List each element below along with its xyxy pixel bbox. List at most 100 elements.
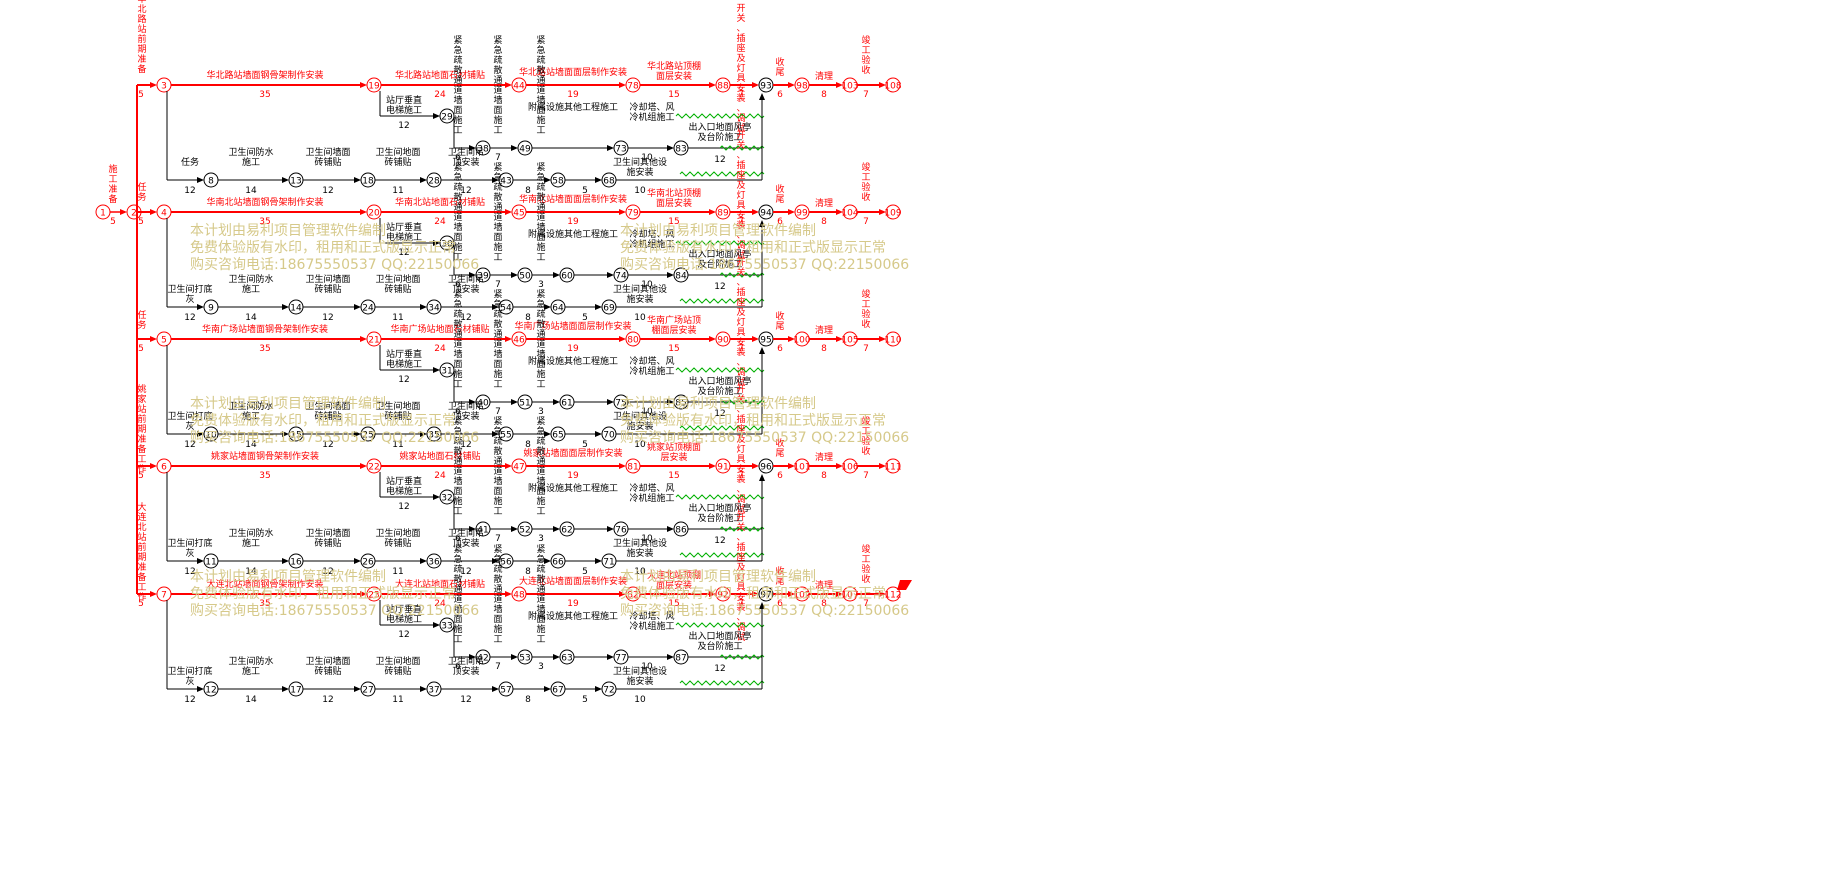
event-node-number: 99 bbox=[796, 209, 808, 219]
critical-activity-label: 、 bbox=[736, 405, 745, 415]
activity-label: 施工 bbox=[242, 537, 260, 549]
event-node-number: 34 bbox=[428, 304, 440, 314]
event-node-number: 71 bbox=[603, 558, 614, 568]
arrow-head bbox=[619, 82, 626, 88]
activity-label: 冷机组施工 bbox=[629, 111, 674, 123]
activity-label: 通 bbox=[453, 329, 462, 340]
critical-activity-label: 灯 bbox=[736, 63, 745, 74]
activity-duration: 6 bbox=[455, 407, 461, 417]
arrow-head bbox=[759, 474, 765, 481]
arrow-head bbox=[709, 82, 716, 88]
event-node-number: 22 bbox=[368, 463, 379, 473]
event-node-number: 63 bbox=[561, 654, 572, 664]
float-time-wave bbox=[679, 680, 765, 686]
activity-label: 散 bbox=[536, 573, 545, 585]
activity-label: 电梯施工 bbox=[386, 613, 422, 625]
activity-label: 站厅垂直 bbox=[386, 94, 422, 106]
activity-label: 散 bbox=[453, 64, 462, 76]
activity-duration: 8 bbox=[525, 567, 531, 577]
activity-duration: 6 bbox=[777, 90, 783, 100]
activity-label: 面 bbox=[453, 614, 462, 625]
activity-label: 疏 bbox=[493, 308, 502, 320]
critical-activity-label: 装 bbox=[736, 346, 745, 358]
event-node-number: 76 bbox=[615, 526, 627, 536]
critical-activity-label: 清理 bbox=[815, 451, 833, 463]
activity-duration: 7 bbox=[495, 662, 501, 672]
critical-activity-label: 安 bbox=[736, 336, 745, 348]
start-activity-label: 施 bbox=[108, 163, 117, 175]
arrow-head bbox=[511, 272, 518, 278]
arrow-head bbox=[469, 526, 476, 532]
arrow-head bbox=[150, 82, 157, 88]
arrow-head bbox=[469, 145, 476, 151]
arrow-head bbox=[788, 336, 795, 342]
activity-label: 卫生间其他设 bbox=[613, 410, 667, 422]
event-node bbox=[885, 331, 901, 347]
activity-duration: 12 bbox=[460, 695, 471, 705]
activity-duration: 5 bbox=[582, 567, 588, 577]
activity-duration: 12 bbox=[184, 440, 195, 450]
activity-label: 墙 bbox=[536, 348, 545, 360]
arrow-head bbox=[544, 686, 551, 692]
arrow-head bbox=[752, 463, 759, 469]
arrow-head bbox=[879, 336, 886, 342]
activity-label: 疏 bbox=[453, 563, 462, 575]
activity-label: 卫生间地面 bbox=[375, 527, 420, 539]
activity-duration: 15 bbox=[668, 217, 679, 227]
event-node-number: 42 bbox=[477, 654, 488, 664]
arrow-head bbox=[354, 686, 361, 692]
event-node-number: 5 bbox=[161, 336, 167, 346]
arrow-head bbox=[788, 209, 795, 215]
activity-label: 顶安装 bbox=[452, 283, 479, 295]
activity-label: 顶安装 bbox=[452, 537, 479, 549]
arrow-head bbox=[879, 209, 886, 215]
event-node-number: 92 bbox=[717, 591, 728, 601]
activity-label: 散 bbox=[493, 445, 502, 457]
arrow-head bbox=[667, 145, 674, 151]
critical-activity-label: 灯 bbox=[736, 190, 745, 201]
event-node-number: 83 bbox=[675, 145, 686, 155]
activity-label: 卫生间防水 bbox=[228, 273, 273, 285]
activity-label: 站厅垂直 bbox=[386, 348, 422, 360]
arrow-head bbox=[752, 591, 759, 597]
activity-label: 工 bbox=[493, 126, 502, 136]
activity-label: 面 bbox=[453, 232, 462, 243]
event-node-number: 30 bbox=[441, 240, 453, 250]
critical-activity-label: 工 bbox=[861, 173, 870, 183]
activity-duration: 7 bbox=[863, 90, 869, 100]
activity-label: 通 bbox=[536, 456, 545, 467]
critical-activity-label: 试 bbox=[736, 376, 745, 388]
critical-activity-label: 关 bbox=[736, 12, 745, 24]
critical-activity-label: 华南北站墙面钢骨架制作安装 bbox=[206, 196, 323, 208]
event-node bbox=[885, 458, 901, 474]
arrow-head bbox=[360, 336, 367, 342]
event-node-number: 38 bbox=[477, 145, 489, 155]
activity-duration: 10 bbox=[634, 440, 646, 450]
activity-label: 砖铺贴 bbox=[314, 665, 341, 677]
critical-activity-label: 及 bbox=[736, 562, 745, 573]
arrow-head bbox=[836, 336, 843, 342]
activity-label: 施安装 bbox=[626, 547, 653, 559]
critical-activity-label: 华南北站墙面面层制作安装 bbox=[519, 193, 627, 205]
left-vertical-label: 站 bbox=[137, 403, 146, 415]
critical-activity-label: 座 bbox=[736, 551, 745, 563]
activity-label: 卫生间吊 bbox=[448, 273, 484, 285]
activity-duration: 12 bbox=[714, 155, 725, 165]
activity-label: 施 bbox=[453, 241, 462, 253]
activity-label: 砖铺贴 bbox=[384, 537, 411, 549]
activity-label: 施工 bbox=[242, 665, 260, 677]
activity-label: 散 bbox=[453, 191, 462, 203]
event-node-number: 109 bbox=[884, 209, 901, 219]
event-node-number: 61 bbox=[561, 399, 572, 409]
critical-activity-label: 座 bbox=[736, 423, 745, 435]
event-node-number: 36 bbox=[428, 558, 440, 568]
activity-label: 急 bbox=[536, 171, 545, 183]
arrow-head bbox=[433, 113, 440, 119]
critical-activity-label: 具 bbox=[736, 327, 745, 338]
arrow-head bbox=[544, 177, 551, 183]
activity-label: 面 bbox=[493, 232, 502, 243]
activity-label: 通 bbox=[453, 584, 462, 595]
event-node-number: 64 bbox=[552, 304, 564, 314]
event-node-number: 50 bbox=[519, 272, 531, 282]
activity-label: 卫生间地面 bbox=[375, 400, 420, 412]
